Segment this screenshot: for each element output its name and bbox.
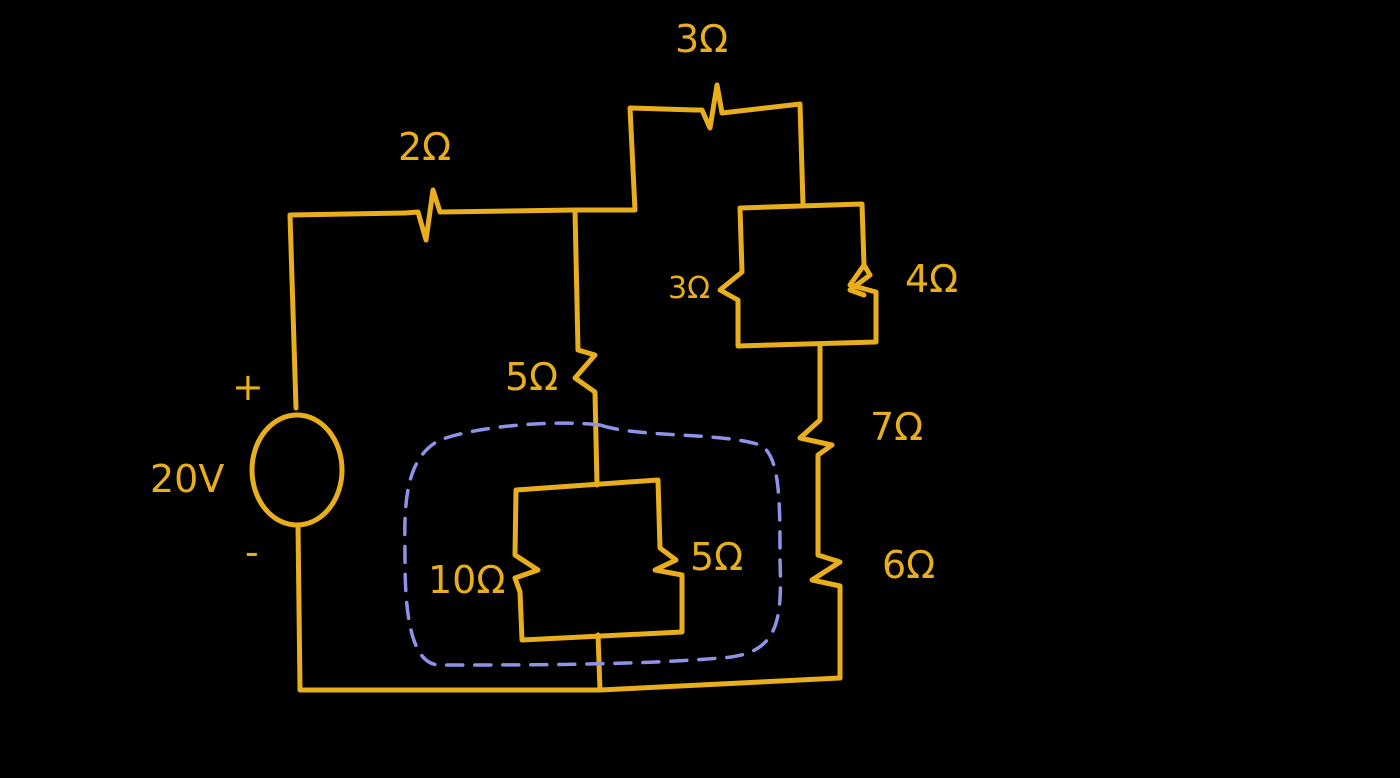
circuit-wires [249,82,879,693]
label-resistor-5-ohm-middle: 5Ω [505,355,558,399]
voltage-source-circle [249,412,345,528]
label-resistor-10-ohm: 10Ω [428,558,505,602]
parallel-box-3-4 [717,201,879,349]
label-plus: + [232,365,264,409]
label-resistor-3-ohm-top: 3Ω [675,17,728,61]
resistor-5-ohm-middle [572,207,600,488]
label-resistor-6-ohm: 6Ω [882,543,935,587]
label-resistor-3-ohm-parallel: 3Ω [668,271,710,306]
resistor-4-ohm [847,262,873,298]
resistor-2-ohm [402,187,578,243]
label-minus: - [245,530,259,574]
dashed-region-outline [403,421,783,667]
label-resistor-7-ohm: 7Ω [870,405,923,449]
resistor-3-ohm-top [692,82,806,208]
label-resistor-4-ohm: 4Ω [905,257,958,301]
label-voltage: 20V [150,457,224,501]
labels-group: 20V + - 2Ω 3Ω 3Ω 4Ω 5Ω 7Ω 6Ω 10Ω 5Ω [150,17,958,602]
label-resistor-5-ohm-inner: 5Ω [690,535,743,579]
wire-right-series [797,341,843,681]
wire-top-mid [572,105,698,213]
wire-left-upper [287,210,408,411]
wire-bottom [295,522,843,693]
parallel-box-10-5 [512,477,685,643]
label-resistor-2-ohm: 2Ω [398,125,451,169]
